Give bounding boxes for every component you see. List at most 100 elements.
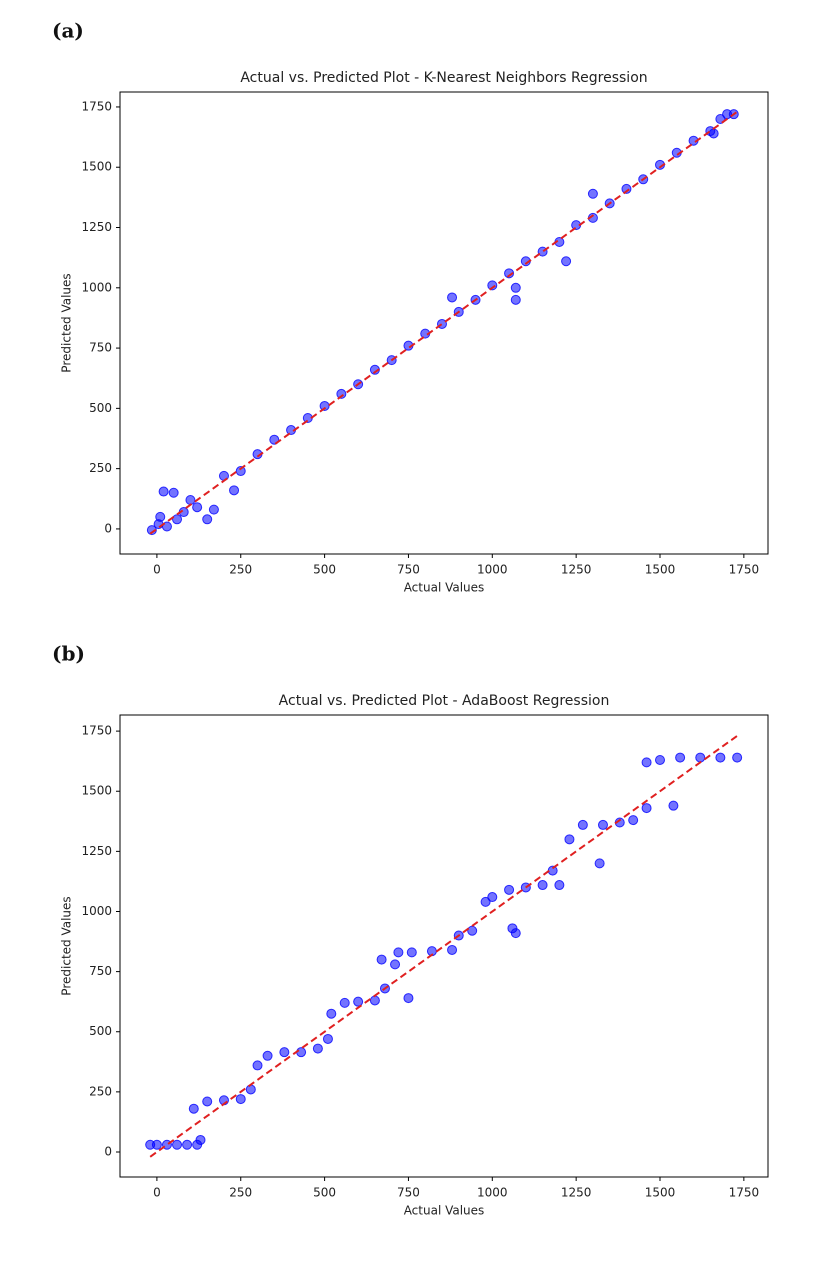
x-tick-label: 1500: [645, 1186, 676, 1200]
y-tick-label: 1750: [81, 99, 112, 113]
point: [587, 188, 598, 199]
y-tick-label: 0: [104, 521, 112, 535]
point: [467, 925, 478, 936]
point: [158, 486, 169, 497]
x-tick-label: 1750: [729, 563, 760, 577]
point: [322, 1033, 333, 1044]
point: [146, 525, 157, 536]
point: [192, 502, 203, 513]
point: [252, 1060, 263, 1071]
point: [369, 995, 380, 1006]
x-tick-label: 1500: [645, 563, 676, 577]
point: [339, 997, 350, 1008]
x-axis-label: Actual Values: [404, 581, 485, 595]
reference-line: [149, 735, 738, 1158]
plot-area: [119, 714, 769, 1178]
point: [235, 466, 246, 477]
y-tick-label: 500: [89, 401, 112, 415]
point: [182, 1139, 193, 1150]
point: [695, 752, 706, 763]
point: [564, 834, 575, 845]
point: [537, 880, 548, 891]
point: [480, 896, 491, 907]
point: [668, 800, 679, 811]
point: [655, 754, 665, 765]
x-tick-label: 1000: [477, 1186, 508, 1200]
y-axis-label: Predicted Values: [60, 273, 74, 372]
point: [561, 256, 572, 267]
y-tick-label: 500: [89, 1024, 112, 1038]
x-tick-label: 750: [397, 1186, 420, 1200]
x-tick-label: 1250: [561, 1186, 592, 1200]
x-tick-label: 0: [153, 1186, 161, 1200]
chart-title: Actual vs. Predicted Plot - AdaBoost Reg…: [279, 693, 610, 709]
y-tick-label: 1500: [81, 160, 112, 174]
y-tick-label: 750: [89, 964, 112, 978]
point: [621, 183, 632, 194]
point: [172, 1139, 183, 1150]
y-tick-label: 1750: [81, 724, 112, 738]
y-tick-label: 1250: [81, 844, 112, 858]
point: [487, 280, 498, 291]
point: [319, 400, 330, 411]
point: [447, 292, 458, 303]
point: [577, 819, 588, 830]
x-tick-label: 500: [313, 1186, 336, 1200]
point: [510, 294, 521, 305]
point: [151, 1139, 162, 1150]
point: [188, 1103, 199, 1114]
x-tick-label: 500: [313, 563, 336, 577]
y-tick-label: 250: [89, 1084, 112, 1098]
chart-title: Actual vs. Predicted Plot - K-Nearest Ne…: [240, 70, 647, 86]
plot-area: [119, 91, 769, 555]
point: [296, 1047, 307, 1058]
point: [353, 996, 364, 1007]
point: [406, 947, 417, 958]
x-tick-label: 1750: [729, 1186, 760, 1200]
point: [202, 1096, 213, 1107]
point: [732, 752, 743, 763]
point: [245, 1084, 256, 1095]
y-tick-label: 250: [89, 461, 112, 475]
y-axis-label: Predicted Values: [60, 896, 74, 995]
point: [155, 511, 166, 522]
point: [185, 494, 196, 505]
x-axis-label: Actual Values: [404, 1204, 485, 1218]
panel-label: (b): [52, 642, 85, 666]
point: [447, 944, 458, 955]
y-tick-label: 1000: [81, 280, 112, 294]
point: [208, 504, 219, 515]
point: [594, 858, 605, 869]
point: [641, 803, 652, 814]
panel-label: (a): [52, 19, 84, 43]
y-tick-label: 0: [104, 1144, 112, 1158]
point: [628, 815, 639, 826]
point: [504, 268, 515, 279]
point: [507, 923, 518, 934]
x-tick-label: 250: [229, 563, 252, 577]
x-tick-label: 0: [153, 563, 161, 577]
point: [195, 1134, 206, 1145]
x-tick-label: 250: [229, 1186, 252, 1200]
x-tick-label: 750: [397, 563, 420, 577]
point: [708, 128, 719, 139]
point: [262, 1050, 273, 1061]
point: [390, 959, 401, 970]
point: [504, 884, 515, 895]
point: [554, 880, 565, 891]
point: [715, 752, 726, 763]
y-tick-label: 750: [89, 341, 112, 355]
point: [279, 1047, 290, 1058]
point: [172, 514, 183, 525]
y-tick-label: 1250: [81, 220, 112, 234]
point: [403, 993, 414, 1004]
point: [202, 514, 213, 525]
x-tick-label: 1250: [561, 563, 592, 577]
point: [168, 487, 179, 498]
point: [312, 1043, 323, 1054]
x-tick-label: 1000: [477, 563, 508, 577]
point: [487, 892, 498, 903]
point: [675, 752, 686, 763]
point: [235, 1094, 246, 1105]
